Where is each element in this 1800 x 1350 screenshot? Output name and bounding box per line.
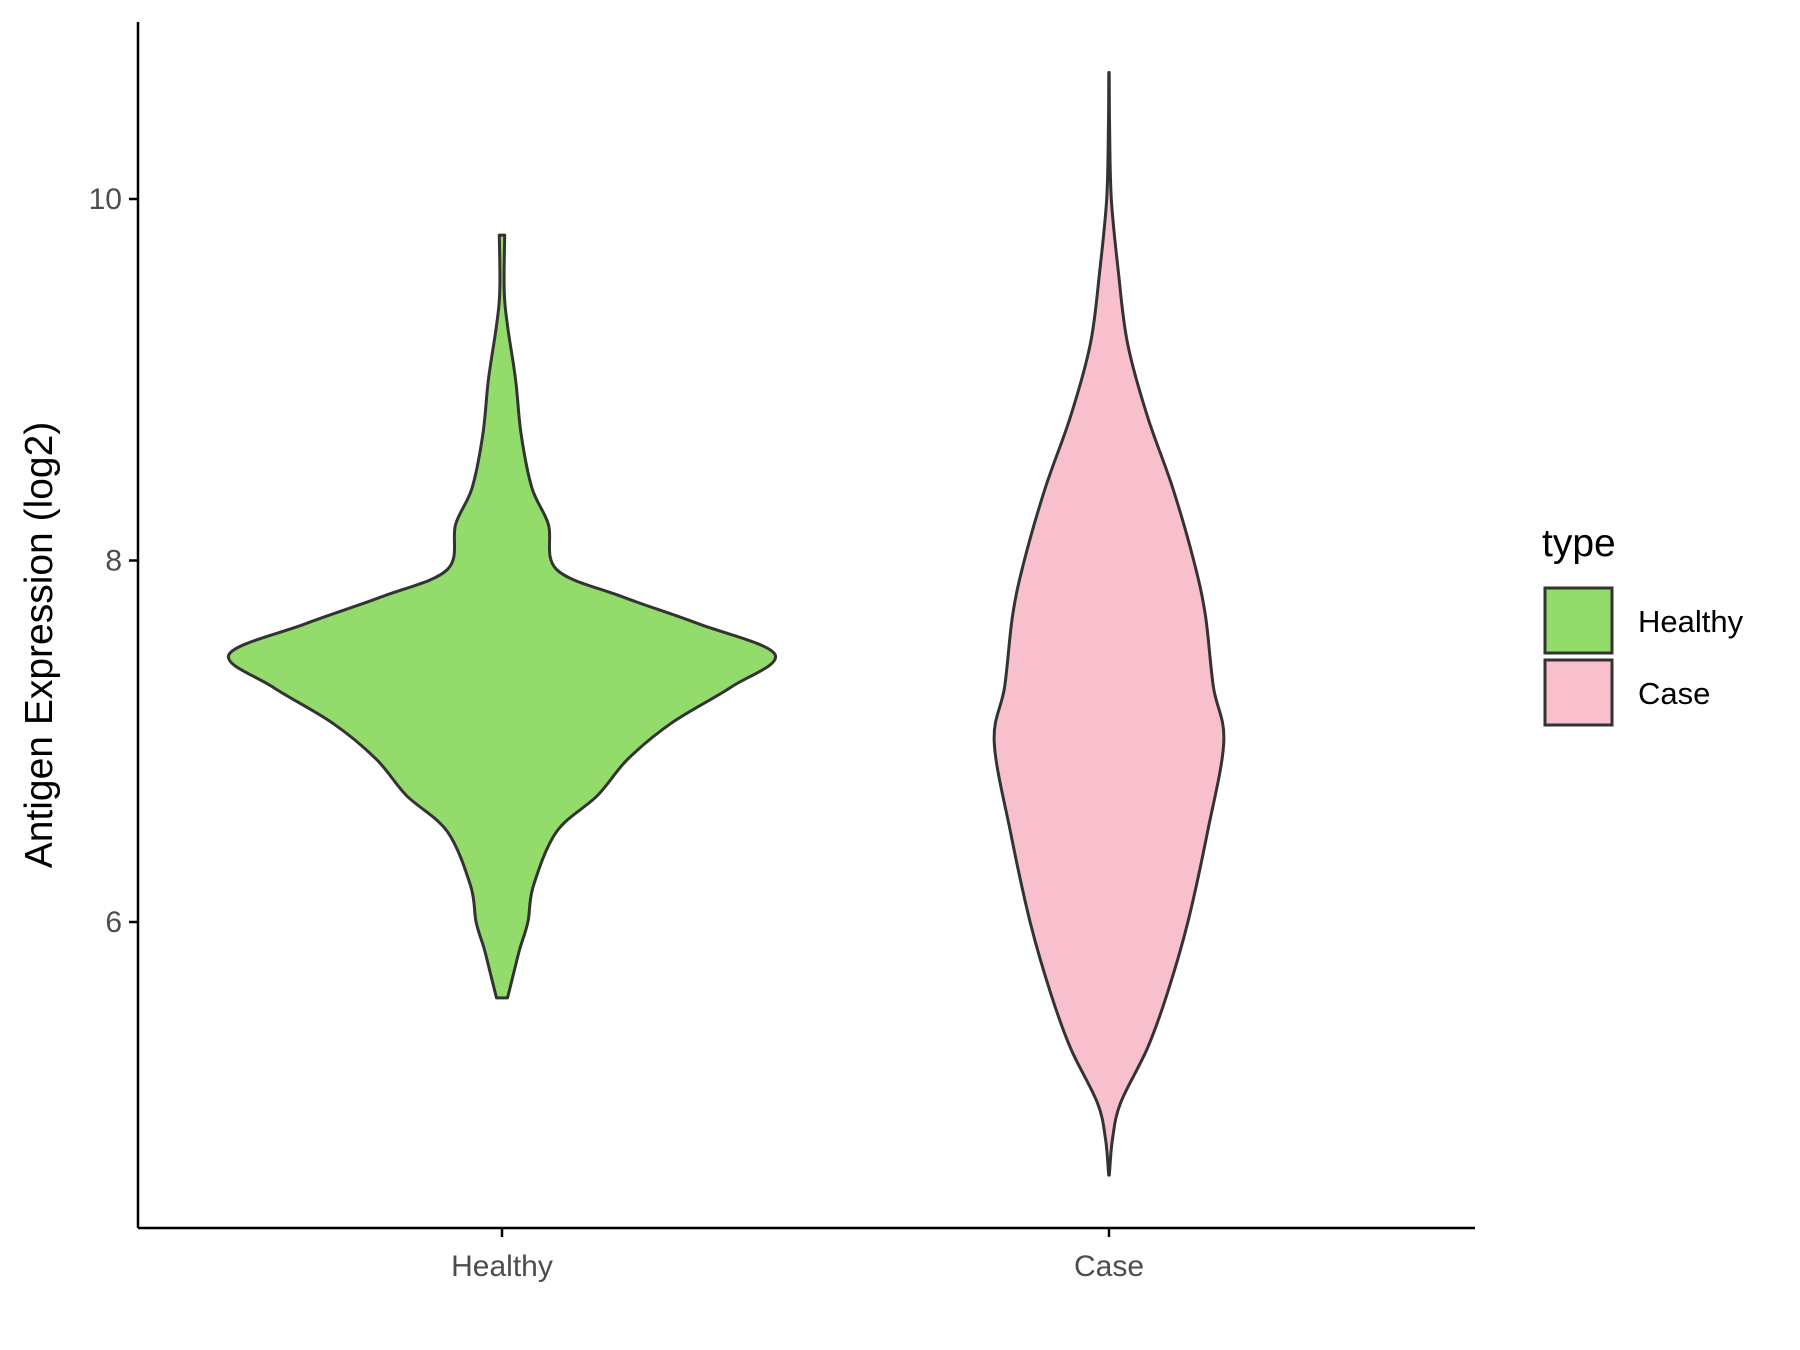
x-tick-label-case: Case — [1074, 1250, 1144, 1283]
legend-swatch-healthy — [1543, 586, 1614, 655]
legend: type Healthy Case — [1542, 522, 1744, 727]
legend-swatch-case — [1543, 658, 1614, 727]
violin-healthy — [226, 233, 778, 1000]
violin-case — [992, 71, 1226, 1177]
x-tick-label-healthy: Healthy — [451, 1250, 553, 1283]
legend-title: type — [1542, 522, 1616, 565]
y-tick-label: 10 — [89, 183, 122, 216]
y-ticks: 6 8 10 — [89, 183, 138, 939]
y-tick-label: 6 — [105, 906, 122, 939]
legend-label-case: Case — [1638, 676, 1710, 711]
y-axis-title: Antigen Expression (log2) — [18, 422, 61, 869]
x-ticks: Healthy Case — [451, 1228, 1144, 1283]
legend-label-healthy: Healthy — [1638, 604, 1744, 639]
y-tick-label: 8 — [105, 545, 122, 578]
violin-layer — [226, 71, 1226, 1177]
